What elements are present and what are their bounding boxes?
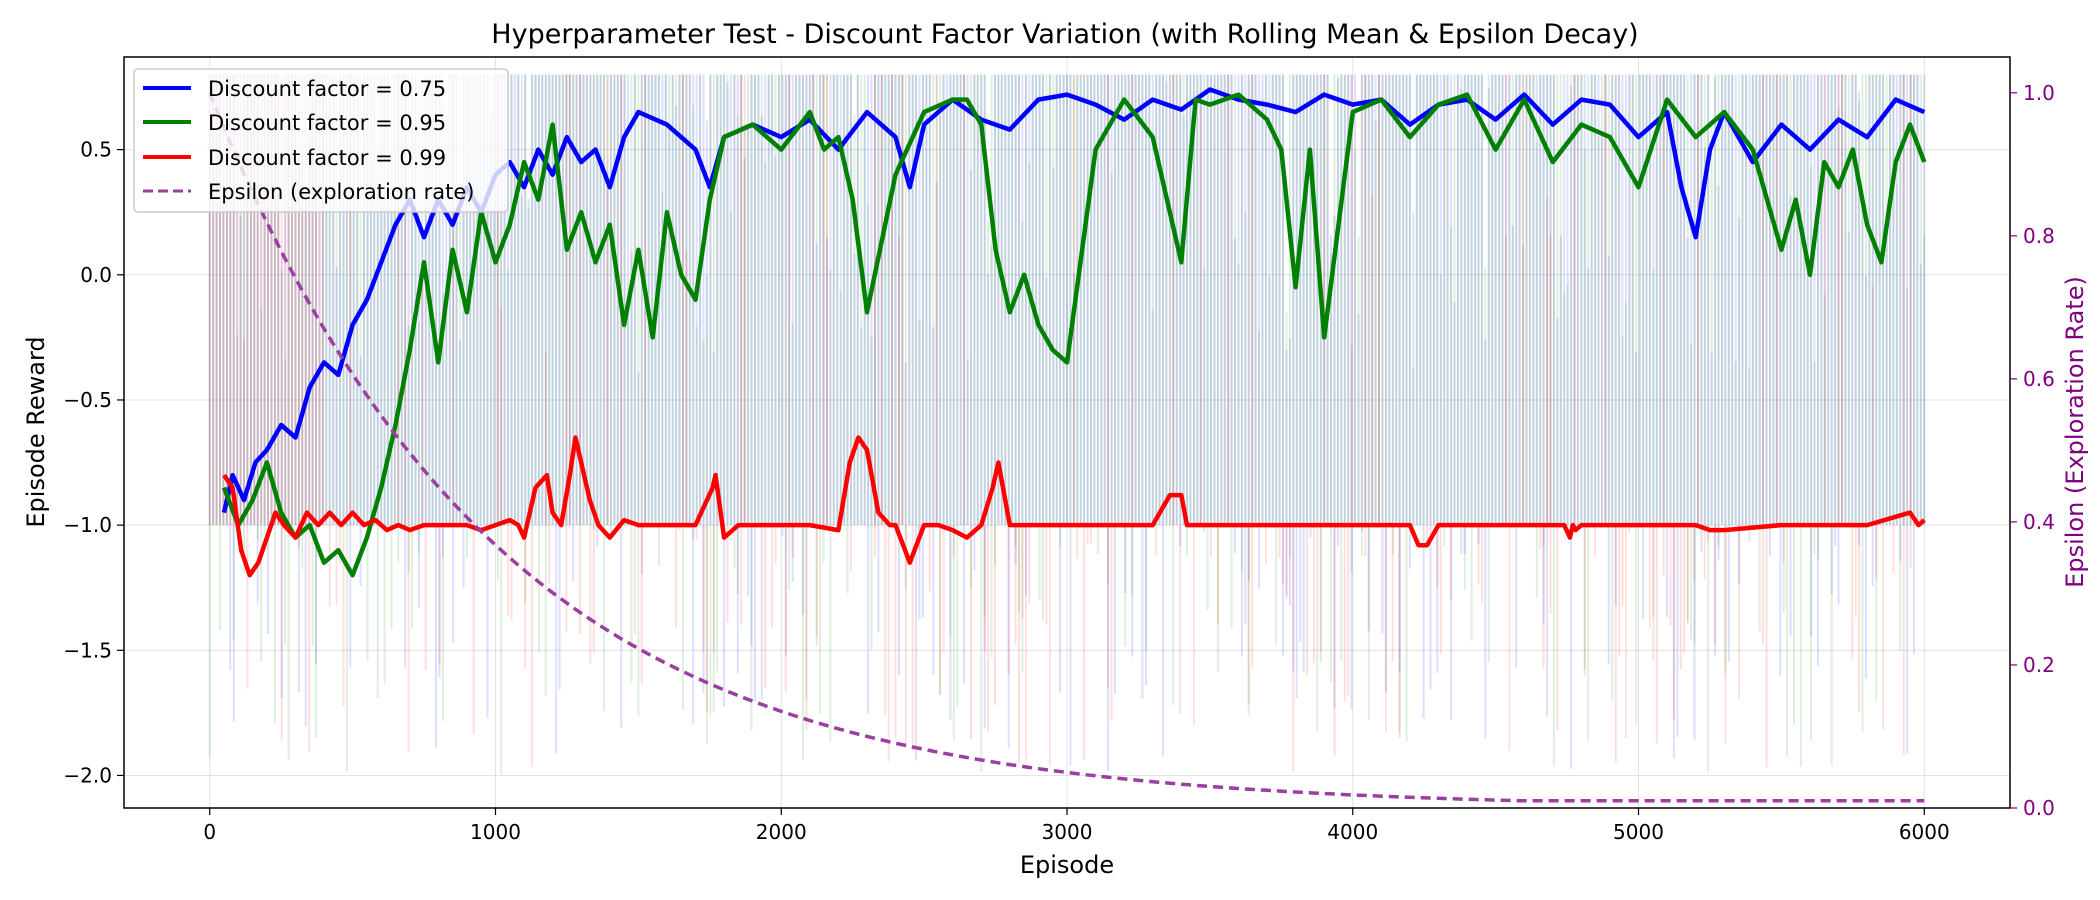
x-tick-label: 1000	[470, 820, 521, 844]
y-tick-label: −0.5	[63, 388, 112, 412]
y-tick-label: 0.0	[80, 263, 112, 287]
y-tick-label: −1.0	[63, 513, 112, 537]
rolling-mean-lines	[221, 87, 1927, 578]
y-tick-label: 0.5	[80, 138, 112, 162]
series-line-0	[221, 87, 1926, 514]
x-axis-ticks: 0 1000 2000 3000 4000 5000 6000	[203, 808, 1950, 844]
legend-label-epsilon: Epsilon (exploration rate)	[208, 180, 474, 204]
y2-tick-label: 1.0	[2023, 81, 2055, 105]
raw-band-0	[208, 74, 1926, 771]
y2-tick-label: 0.8	[2023, 224, 2055, 248]
y-axis-label: Episode Reward	[22, 336, 50, 527]
y2-tick-label: 0.2	[2023, 653, 2055, 677]
y2-axis-label: Epsilon (Exploration Rate)	[2061, 276, 2089, 588]
x-axis-label: Episode	[1020, 851, 1114, 879]
x-tick-label: 5000	[1613, 820, 1664, 844]
y2-axis-ticks: 0.0 0.2 0.4 0.6 0.8 1.0	[2010, 81, 2055, 820]
y2-tick-label: 0.6	[2023, 367, 2055, 391]
y-axis-ticks: −2.0 −1.5 −1.0 −0.5 0.0 0.5	[63, 138, 124, 787]
x-tick-label: 0	[203, 820, 216, 844]
x-tick-label: 2000	[756, 820, 807, 844]
legend-label-2: Discount factor = 0.99	[208, 146, 446, 170]
raw-band-1	[208, 74, 1926, 775]
series-line-2	[222, 435, 1926, 578]
legend-label-0: Discount factor = 0.75	[208, 77, 446, 101]
plot-area	[123, 56, 2011, 809]
legend: Discount factor = 0.75 Discount factor =…	[133, 68, 509, 213]
y2-tick-label: 0.4	[2023, 510, 2055, 534]
chart-title: Hyperparameter Test - Discount Factor Va…	[491, 19, 1638, 50]
x-tick-label: 3000	[1042, 820, 1093, 844]
x-tick-label: 4000	[1327, 820, 1378, 844]
legend-label-1: Discount factor = 0.95	[208, 111, 446, 135]
y-tick-label: −1.5	[63, 638, 112, 662]
epsilon-line	[208, 92, 1925, 803]
y2-tick-label: 0.0	[2023, 796, 2055, 820]
series-line-1	[221, 92, 1927, 578]
y-tick-label: −2.0	[63, 763, 112, 787]
x-tick-label: 6000	[1899, 820, 1950, 844]
legend-box	[133, 68, 509, 213]
epsilon-series	[208, 92, 1925, 803]
